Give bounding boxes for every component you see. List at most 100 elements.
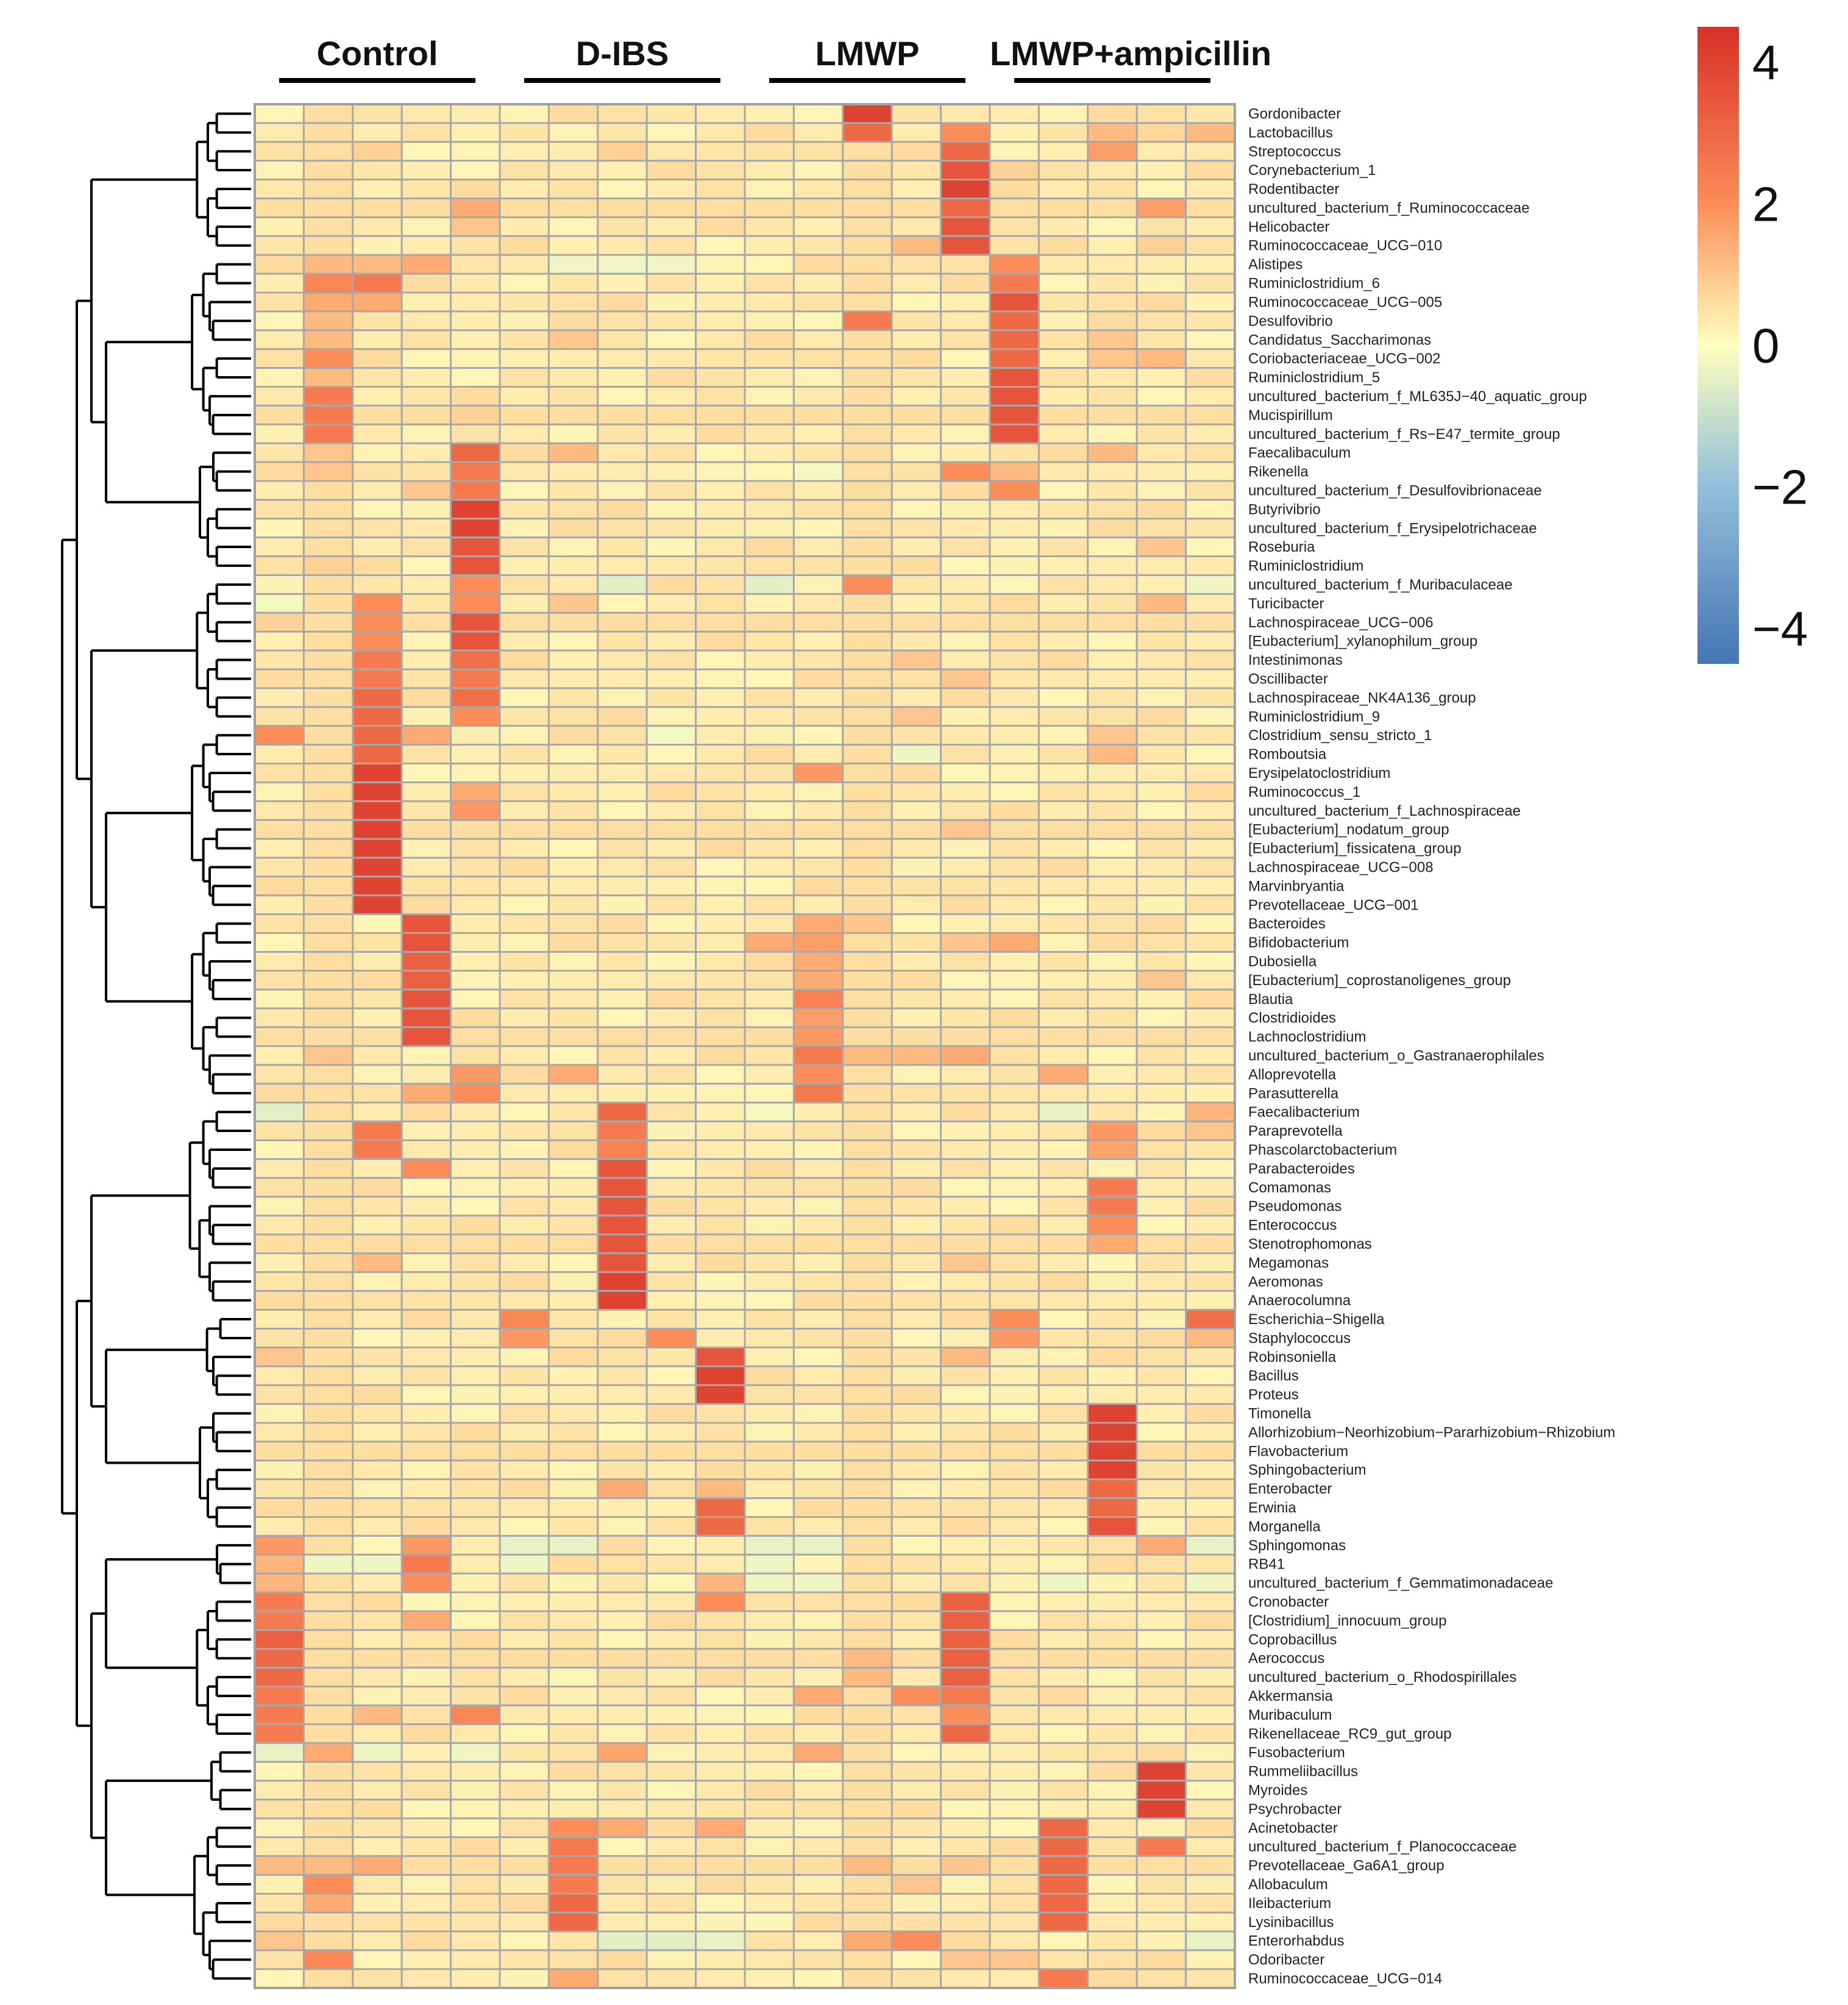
heatmap-cell <box>450 1478 501 1500</box>
heatmap-cell <box>792 969 844 991</box>
heatmap-cell <box>1087 1365 1138 1386</box>
heatmap-cell <box>695 593 746 614</box>
heatmap-cell <box>302 1007 354 1028</box>
heatmap-cell <box>989 141 1040 162</box>
heatmap-cell <box>547 1214 599 1236</box>
heatmap-cell <box>792 348 844 369</box>
heatmap-cell <box>597 1629 648 1650</box>
heatmap-cell <box>940 819 991 840</box>
heatmap-cell <box>254 254 305 275</box>
heatmap-cell <box>597 1798 648 1820</box>
heatmap-cell <box>744 1233 795 1255</box>
heatmap-cell <box>597 1026 648 1047</box>
heatmap-cell <box>450 216 501 237</box>
heatmap-cell <box>1037 800 1089 821</box>
heatmap-cell <box>1185 1798 1236 1820</box>
heatmap-cell <box>792 800 844 821</box>
heatmap-cell <box>695 235 746 256</box>
heatmap-cell <box>597 1214 648 1236</box>
heatmap-cell <box>352 875 403 897</box>
heatmap-cell <box>547 951 599 972</box>
heatmap-cell <box>890 1798 942 1820</box>
heatmap-cell <box>450 988 501 1010</box>
heatmap-cell <box>1087 1553 1138 1575</box>
heatmap-cell <box>744 179 795 200</box>
heatmap-cell <box>842 725 893 746</box>
heatmap-cell <box>842 348 893 369</box>
heatmap-cell <box>792 1177 844 1198</box>
group-header: Control <box>316 34 438 73</box>
heatmap-cell <box>254 1497 305 1519</box>
heatmap-cell <box>1037 1534 1089 1556</box>
row-label: Mucispirillum <box>1248 407 1333 424</box>
heatmap-cell <box>499 1177 550 1198</box>
heatmap-cell <box>302 781 354 802</box>
heatmap-cell <box>744 329 795 351</box>
heatmap-cell <box>254 442 305 463</box>
heatmap-cell <box>842 668 893 689</box>
heatmap-cell <box>695 348 746 369</box>
heatmap-cell <box>1087 1139 1138 1160</box>
heatmap-cell <box>645 122 697 143</box>
heatmap-cell <box>695 875 746 897</box>
heatmap-cell <box>1087 499 1138 520</box>
heatmap-cell <box>695 1026 746 1047</box>
heatmap-cell <box>547 1139 599 1160</box>
heatmap-cell <box>1135 574 1187 595</box>
heatmap-cell <box>597 1667 648 1688</box>
heatmap-cell <box>1087 404 1138 426</box>
heatmap-cell <box>450 1102 501 1123</box>
heatmap-cell <box>352 1346 403 1367</box>
heatmap-cell <box>1135 1290 1187 1311</box>
heatmap-cell <box>1185 1629 1236 1650</box>
heatmap-cell <box>499 1441 550 1462</box>
heatmap-cell <box>1135 461 1187 482</box>
heatmap-cell <box>499 404 550 426</box>
heatmap-cell <box>1135 1911 1187 1932</box>
heatmap-cell <box>695 1290 746 1311</box>
heatmap-cell <box>842 1516 893 1537</box>
heatmap-cell <box>1185 1214 1236 1236</box>
heatmap-cell <box>940 1893 991 1914</box>
heatmap-cell <box>499 442 550 463</box>
heatmap-cell <box>352 1102 403 1123</box>
heatmap-cell <box>744 1704 795 1725</box>
heatmap-cell <box>1185 1572 1236 1594</box>
heatmap-cell <box>989 1478 1040 1500</box>
row-label: Ruminococcaceae_UCG−005 <box>1248 294 1442 310</box>
heatmap-cell <box>1185 574 1236 595</box>
heatmap-cell <box>352 518 403 539</box>
heatmap-cell <box>695 367 746 388</box>
heatmap-cell <box>302 1403 354 1424</box>
heatmap-cell <box>450 329 501 351</box>
heatmap-cell <box>1037 988 1089 1010</box>
heatmap-cell <box>940 894 991 916</box>
heatmap-cell <box>450 461 501 482</box>
heatmap-cell <box>1135 687 1187 708</box>
heatmap-cell <box>254 1798 305 1820</box>
heatmap-cell <box>890 932 942 953</box>
heatmap-cell <box>744 1083 795 1104</box>
heatmap-cell <box>645 1591 697 1612</box>
heatmap-cell <box>1037 1911 1089 1932</box>
heatmap-cell <box>1185 1064 1236 1085</box>
heatmap-cell <box>792 744 844 764</box>
heatmap-cell <box>1135 1516 1187 1537</box>
heatmap-cell <box>400 1459 452 1481</box>
heatmap-cell <box>254 1384 305 1405</box>
heatmap-cell <box>400 706 452 727</box>
heatmap-cell <box>1087 386 1138 407</box>
heatmap-cell <box>989 1949 1040 1970</box>
heatmap-cell <box>1135 518 1187 539</box>
heatmap-cell <box>645 1911 697 1932</box>
heatmap-cell <box>450 1365 501 1386</box>
heatmap-cell <box>499 141 550 162</box>
heatmap-cell <box>1087 536 1138 558</box>
heatmap-cell <box>450 423 501 444</box>
heatmap-cell <box>254 536 305 558</box>
heatmap-cell <box>842 744 893 764</box>
heatmap-cell <box>792 1233 844 1255</box>
heatmap-cell <box>989 1648 1040 1669</box>
heatmap-cell <box>352 1252 403 1273</box>
heatmap-cell <box>499 1742 550 1763</box>
